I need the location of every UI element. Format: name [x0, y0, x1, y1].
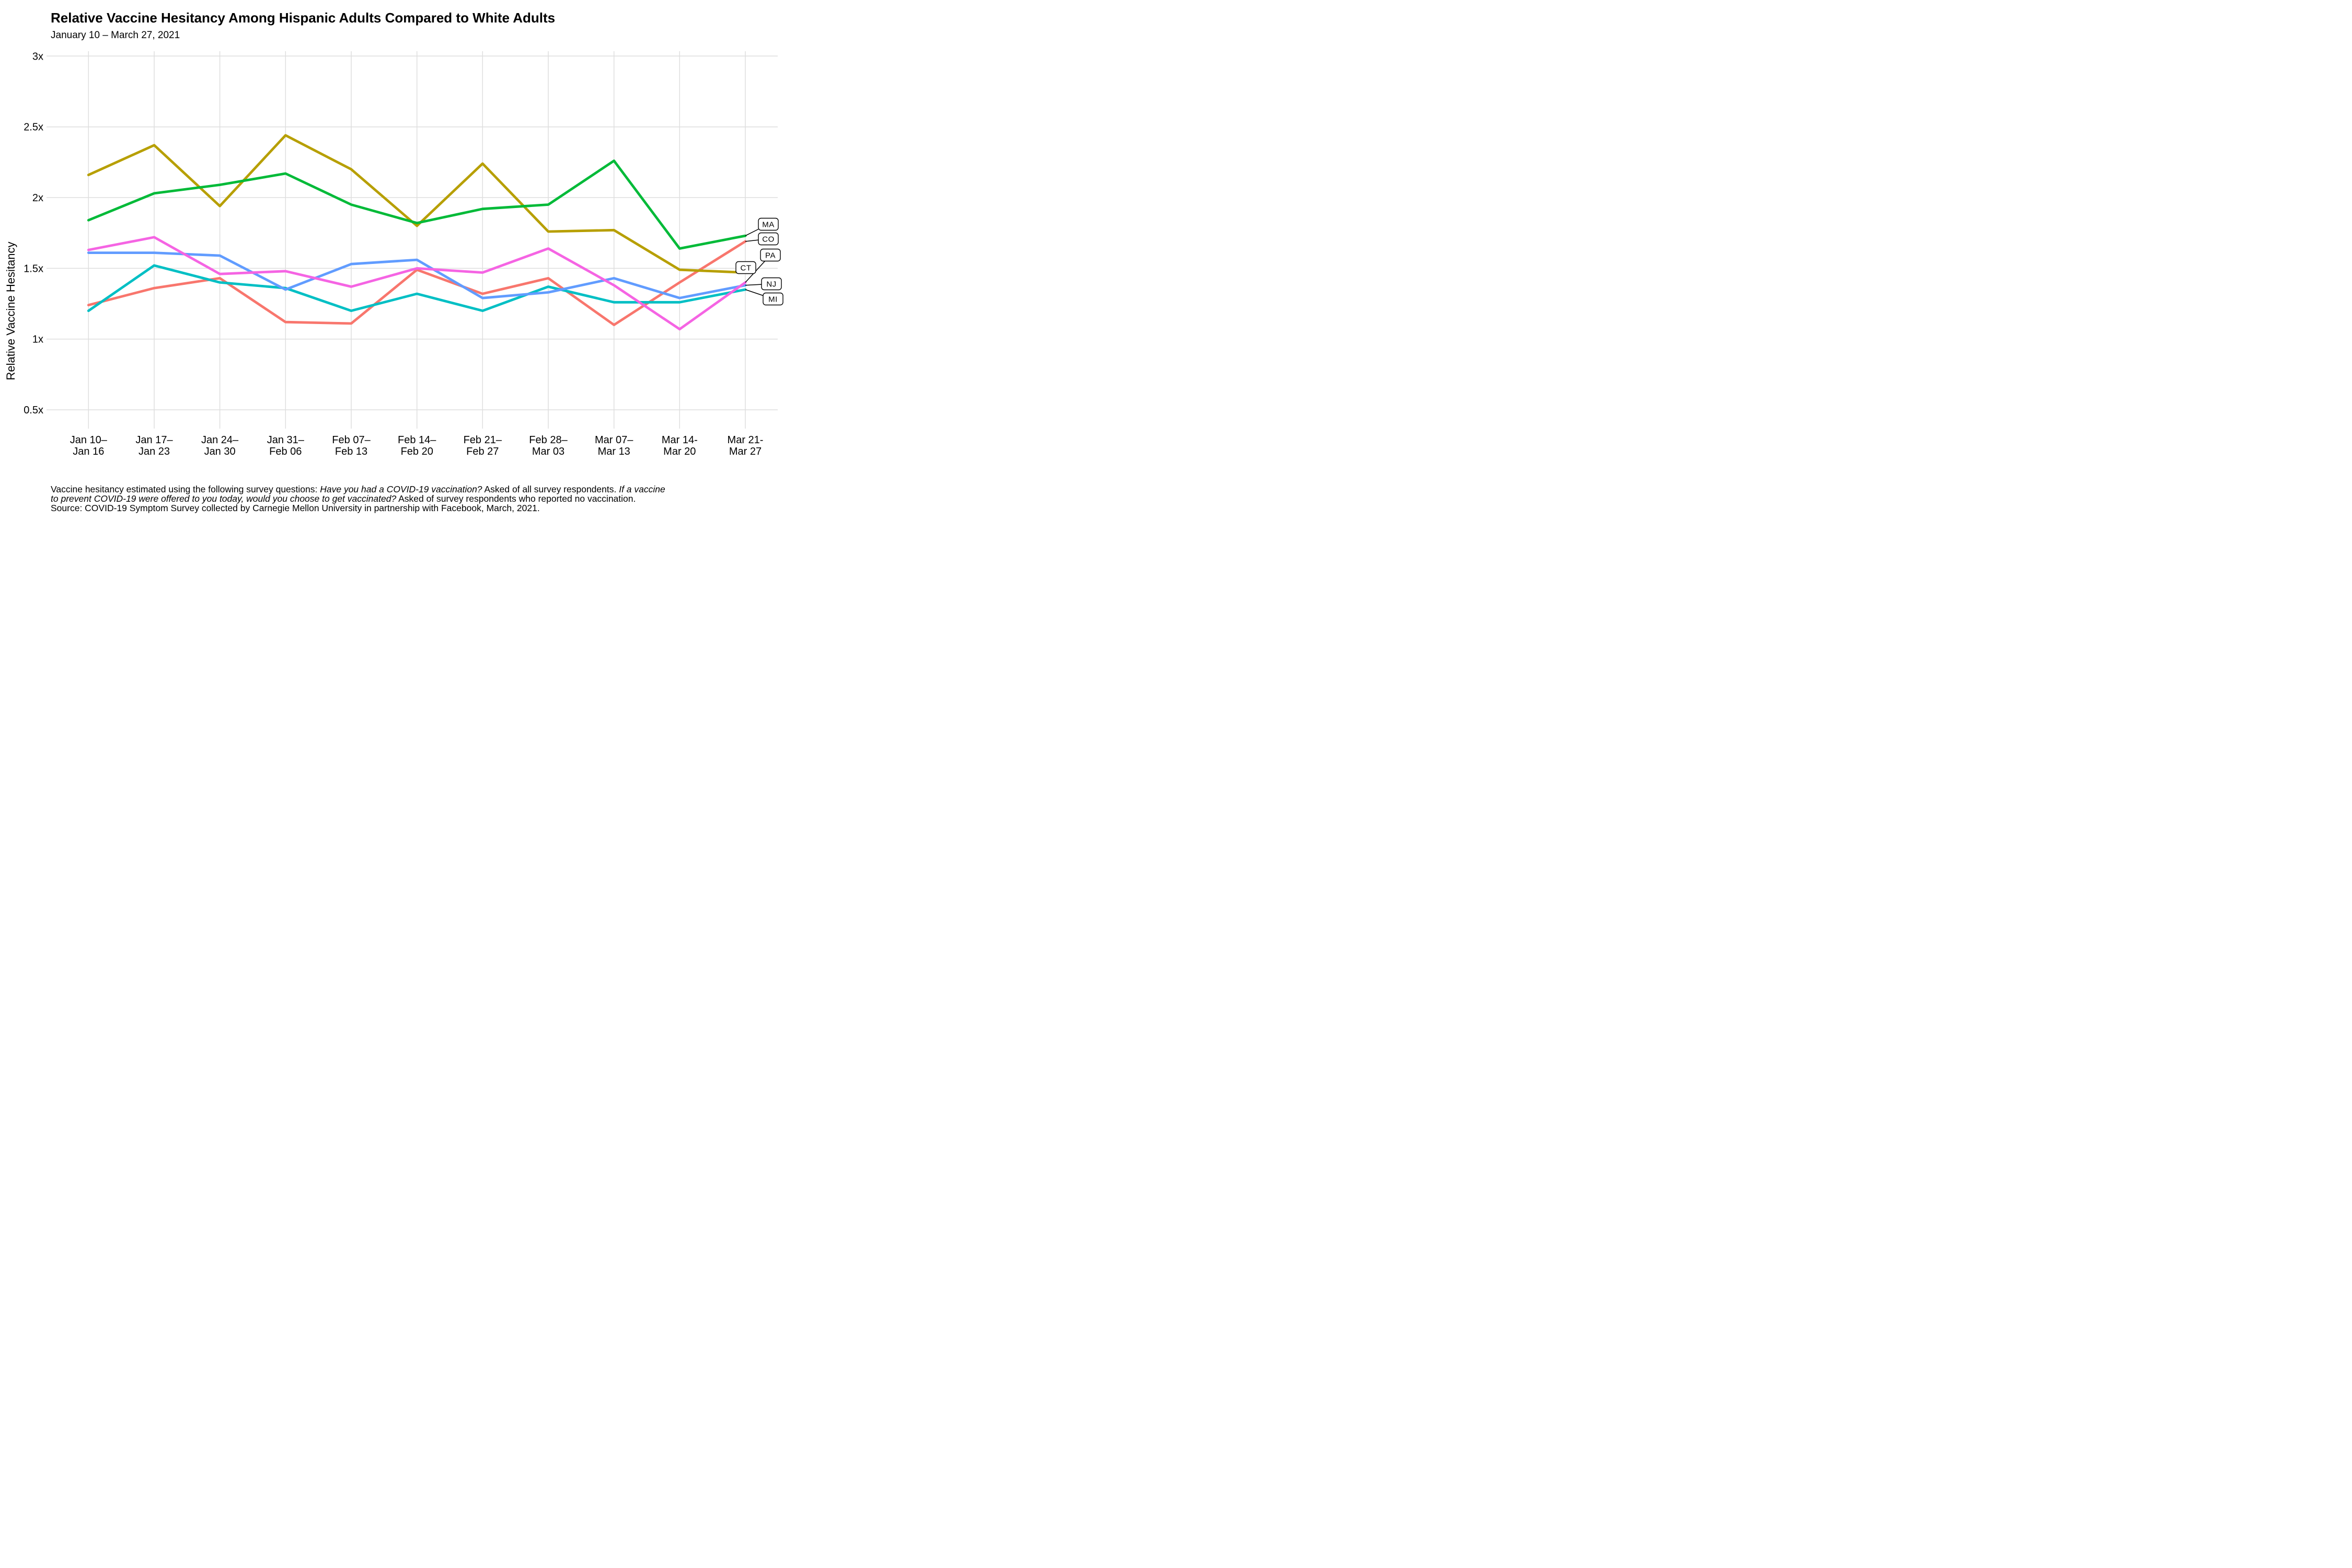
caption-line-3: Source: COVID-19 Symptom Survey collecte… [51, 503, 540, 513]
x-tick-label-2: Jan 17– Jan 23 [135, 434, 173, 457]
chart-title: Relative Vaccine Hesitancy Among Hispani… [51, 10, 556, 26]
chart-subtitle: January 10 – March 27, 2021 [51, 30, 180, 41]
y-tick-label-3x: 3x [32, 51, 43, 62]
series-line-CO [87, 240, 747, 326]
chart-svg: Relative Vaccine Hesitancy 3x 2.5x 2x 1.5x 1… [4, 51, 783, 457]
label-leader-CO [745, 239, 759, 242]
label-text-CT: CT [741, 264, 752, 273]
y-tick-label-0.5x: 0.5x [24, 405, 43, 416]
caption-line-1: Vaccine hesitancy estimated using the fo… [51, 484, 665, 494]
series-lines [87, 134, 747, 331]
label-text-CO: CO [762, 235, 775, 244]
series-line-MA [87, 159, 747, 250]
x-tick-label-10: Mar 14-Mar 20 [662, 434, 698, 457]
gridlines [47, 51, 778, 429]
series-line-PA [87, 236, 747, 331]
label-leader-NJ [745, 284, 762, 286]
chart-caption: Vaccine hesitancy estimated using the fo… [51, 485, 665, 513]
series-line-NJ [87, 251, 747, 299]
label-text-PA: PA [765, 251, 776, 260]
label-text-NJ: NJ [766, 280, 776, 289]
label-leader-MI [745, 289, 764, 296]
y-tick-label-2.5x: 2.5x [24, 122, 43, 133]
series-line-CT [87, 134, 747, 274]
x-tick-label-11: Mar 21-Mar 27 [728, 434, 764, 457]
caption-line-2: to prevent COVID-19 were offered to you … [51, 493, 636, 504]
y-tick-label-1.5x: 1.5x [24, 263, 43, 274]
y-tick-label-1x: 1x [32, 334, 43, 345]
label-box-MI [763, 292, 783, 306]
label-box-PA [760, 248, 781, 262]
x-tick-label-6: Feb 14– Feb 20 [398, 434, 436, 457]
x-tick-label-8: Feb 28– Mar 03 [529, 434, 568, 457]
x-tick-label-7: Feb 21– Feb 27 [464, 434, 502, 457]
chart-figure: Relative Vaccine Hesitancy Among Hispani… [0, 0, 784, 523]
x-tick-label-3: Jan 24– Jan 30 [201, 434, 239, 457]
x-tick-label-9: Mar 07– Mar 13 [595, 434, 633, 457]
x-tick-label-4: Jan 31– Feb 06 [267, 434, 305, 457]
label-box-CO [758, 232, 779, 246]
label-leader-MA [745, 228, 759, 236]
label-box-MA [758, 217, 779, 231]
y-axis-title: Relative Vaccine Hesitancy [4, 242, 17, 381]
label-text-MI: MI [768, 295, 778, 304]
label-box-CT [735, 261, 756, 274]
label-box-NJ [761, 277, 782, 291]
label-text-MA: MA [762, 221, 775, 229]
x-tick-label-5: Feb 07– Feb 13 [332, 434, 371, 457]
series-line-MI [87, 264, 747, 312]
end-labels: MA CO PA CT NJ MI [735, 217, 783, 306]
y-tick-label-2x: 2x [32, 192, 43, 204]
x-tick-label-1: Jan 10– Jan 16 [70, 434, 108, 457]
